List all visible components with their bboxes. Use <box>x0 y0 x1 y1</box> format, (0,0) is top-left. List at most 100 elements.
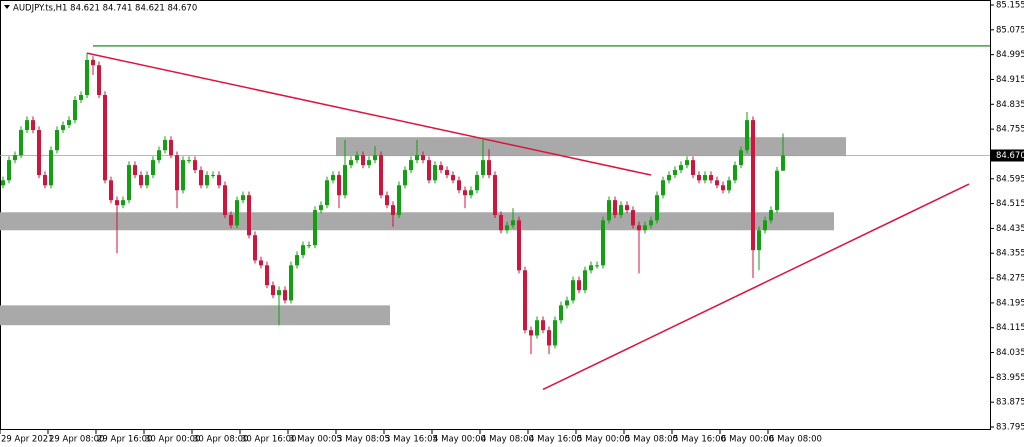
candle-body <box>349 160 353 166</box>
candle-body <box>577 280 581 291</box>
candle-body <box>727 180 731 191</box>
x-tick-label: 5 May 00:00 <box>577 435 630 445</box>
menu-icon <box>4 5 10 9</box>
candle-body <box>31 120 35 131</box>
candle-body <box>673 170 677 176</box>
x-tick-label: 30 Apr 16:00 <box>241 435 296 445</box>
candle-body <box>757 230 761 251</box>
candle-body <box>529 330 533 336</box>
candle-body <box>697 175 701 181</box>
zone <box>336 137 846 157</box>
y-tick-label: 84.515 <box>996 199 1024 209</box>
candle-body <box>763 220 767 231</box>
candle-body <box>409 160 413 171</box>
candle-body <box>271 285 275 296</box>
candle-body <box>385 195 389 206</box>
candle-body <box>619 205 623 216</box>
x-tick-label: 5 May 16:00 <box>673 435 726 445</box>
candle-body <box>1 180 5 186</box>
candle-body <box>667 175 671 181</box>
y-tick-label: 84.195 <box>996 298 1024 308</box>
zone <box>0 305 390 326</box>
candle-body <box>679 165 683 171</box>
candle-body <box>277 290 281 296</box>
candle-body <box>367 160 371 166</box>
candle-body <box>565 300 569 306</box>
y-tick-label: 84.115 <box>996 323 1024 333</box>
x-tick-label: 3 May 00:05 <box>289 435 342 445</box>
candle-body <box>685 160 689 166</box>
trendline <box>86 52 652 176</box>
current-price-box <box>990 149 1024 162</box>
candle-body <box>589 265 593 271</box>
candle-body <box>361 155 365 166</box>
candle-body <box>307 245 311 247</box>
candle-body <box>469 190 473 196</box>
y-tick-label: 84.355 <box>996 249 1024 259</box>
candle-body <box>709 175 713 181</box>
candle-body <box>637 225 641 231</box>
candle-body <box>541 320 545 331</box>
candle-body <box>181 160 185 191</box>
candle-body <box>397 185 401 216</box>
y-tick-label: 85.075 <box>996 25 1024 35</box>
candle-body <box>661 180 665 196</box>
candle-body <box>715 180 719 186</box>
y-tick-label: 83.875 <box>996 398 1024 408</box>
candle-body <box>499 215 503 231</box>
candle-body <box>721 185 725 191</box>
candle-body <box>151 160 155 176</box>
candle-body <box>649 220 653 226</box>
candle-body <box>85 59 89 95</box>
x-tick-label: 29 Apr 08:00 <box>49 435 104 445</box>
candle-body <box>217 175 221 186</box>
candle-body <box>421 155 425 161</box>
x-tick-label: 3 May 16:05 <box>385 435 438 445</box>
candle-body <box>547 330 551 346</box>
y-tick-label: 83.795 <box>996 423 1024 433</box>
candle-body <box>517 220 521 271</box>
candle-body <box>535 320 539 336</box>
candle-body <box>523 270 527 331</box>
x-tick-label: 3 May 08:05 <box>337 435 390 445</box>
candle-body <box>427 160 431 181</box>
candle-body <box>133 165 137 176</box>
candle-body <box>355 155 359 161</box>
x-tick-label: 4 May 08:00 <box>481 435 534 445</box>
x-tick-label: 4 May 00:00 <box>433 435 486 445</box>
candle-body <box>37 130 41 176</box>
candle-body <box>475 175 479 191</box>
candle-body <box>631 210 635 226</box>
candle-body <box>451 175 455 181</box>
x-tick-label: 30 Apr 08:00 <box>193 435 248 445</box>
y-tick-label: 84.995 <box>996 50 1024 60</box>
x-tick-label: 29 Apr 16:00 <box>97 435 152 445</box>
candle-body <box>205 175 209 186</box>
candle-body <box>169 139 173 156</box>
candle-body <box>337 175 341 196</box>
candle-body <box>331 175 335 181</box>
candle-body <box>457 180 461 191</box>
candle-body <box>109 180 113 201</box>
y-tick-label: 84.435 <box>996 224 1024 234</box>
candle-body <box>769 210 773 221</box>
candle-body <box>157 150 161 161</box>
candle-body <box>247 195 251 236</box>
candle-body <box>283 290 287 301</box>
candle-body <box>115 200 119 206</box>
candle-body <box>175 155 179 191</box>
candle-body <box>775 170 779 211</box>
candle-body <box>691 160 695 176</box>
candle-body <box>43 175 47 186</box>
candle-body <box>121 200 125 206</box>
x-tick-label: 6 May 00:00 <box>721 435 774 445</box>
y-tick-label: 84.035 <box>996 348 1024 358</box>
candle-body <box>403 170 407 186</box>
candle-body <box>193 160 197 171</box>
candle-body <box>391 205 395 216</box>
y-tick-label: 84.835 <box>996 100 1024 110</box>
candle-body <box>607 200 611 221</box>
candle-body <box>343 165 347 196</box>
candle-body <box>49 150 53 186</box>
y-tick-label: 83.955 <box>996 373 1024 383</box>
